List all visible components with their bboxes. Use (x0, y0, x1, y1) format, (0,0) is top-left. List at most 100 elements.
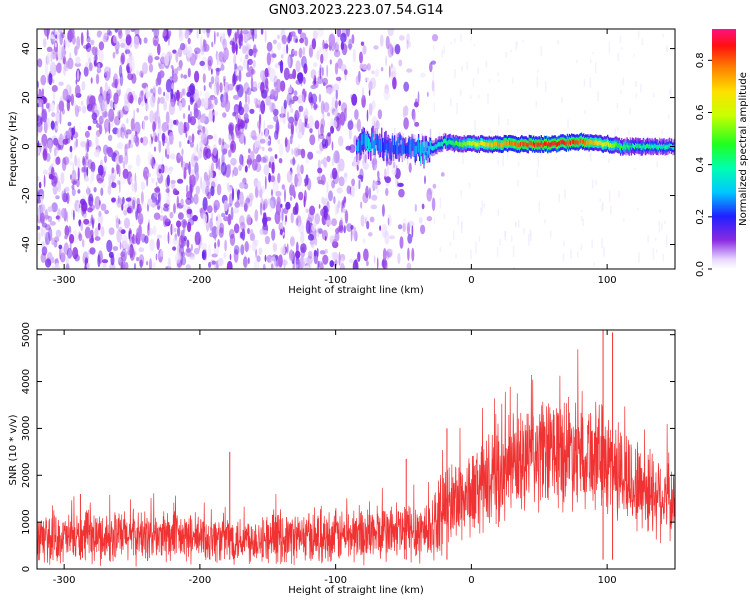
noise-blob (271, 189, 273, 197)
noise-blob (291, 48, 295, 58)
signal-band-cell (559, 141, 561, 146)
noise-blob (285, 201, 291, 210)
y-tick-label: 40 (21, 42, 32, 55)
noise-blob (44, 231, 51, 245)
noise-blob (89, 204, 95, 211)
signal-band-cell (590, 140, 592, 145)
noise-blob (426, 188, 433, 202)
noise-blob (203, 85, 206, 92)
noise-blob (195, 185, 200, 195)
noise-blob (172, 73, 178, 83)
noise-blob (233, 166, 239, 177)
signal-band-cell (609, 143, 611, 148)
signal-band-cell (641, 145, 643, 150)
y-tick-label: 1000 (21, 509, 32, 534)
spectrogram-ylabel: Frequency (Hz) (8, 111, 19, 187)
noise-blob (429, 62, 433, 73)
signal-band-cell (578, 139, 580, 145)
noise-blob (236, 84, 241, 90)
noise-blob (59, 31, 64, 45)
faint-streak (616, 103, 619, 109)
noise-blob (95, 73, 100, 85)
noise-blob (61, 157, 67, 171)
noise-blob (85, 62, 88, 67)
noise-blob (61, 190, 65, 200)
faint-streak (664, 220, 666, 225)
noise-blob (311, 224, 316, 232)
faint-streak (669, 90, 671, 95)
noise-blob (186, 91, 191, 98)
noise-blob (362, 238, 366, 244)
noise-blob (74, 62, 82, 68)
snr-ylabel: SNR (10 * v/v) (8, 414, 19, 485)
noise-blob (138, 247, 145, 253)
noise-blob (430, 60, 436, 65)
noise-blob (252, 44, 257, 58)
signal-band-cell (441, 142, 444, 147)
noise-blob (137, 212, 144, 225)
noise-blob (248, 163, 250, 169)
noise-blob (229, 40, 234, 46)
noise-blob (364, 154, 367, 164)
faint-streak (666, 45, 668, 51)
noise-blob (41, 103, 44, 113)
noise-blob (176, 220, 182, 228)
noise-blob (127, 63, 130, 75)
faint-streak (590, 59, 592, 64)
noise-blob (248, 48, 254, 57)
noise-blob (108, 108, 115, 122)
signal-band-cell (543, 141, 546, 146)
noise-blob (352, 259, 359, 269)
noise-blob (335, 151, 340, 164)
noise-blob (231, 131, 235, 144)
noise-blob (162, 29, 167, 37)
noise-blob (268, 197, 270, 206)
signal-band-cell (596, 140, 598, 145)
faint-streak (477, 94, 480, 99)
faint-streak (522, 40, 525, 43)
faint-streak (507, 119, 509, 125)
signal-band-cell (626, 143, 628, 148)
noise-blob (81, 238, 85, 248)
noise-blob (321, 138, 327, 148)
noise-blob (254, 209, 259, 222)
noise-blob (186, 191, 193, 200)
noise-blob (223, 200, 229, 212)
noise-blob (318, 127, 320, 142)
noise-blob (129, 247, 135, 261)
noise-blob (312, 30, 318, 40)
noise-blob (272, 242, 278, 252)
x-tick-label: -300 (53, 575, 76, 586)
noise-blob (55, 195, 60, 200)
noise-blob (317, 180, 324, 185)
noise-blob (216, 183, 222, 196)
noise-blob (118, 30, 123, 39)
faint-streak (450, 42, 453, 45)
faint-streak (601, 203, 603, 213)
noise-blob (384, 168, 387, 178)
noise-blob (251, 158, 258, 171)
faint-streak (561, 97, 563, 103)
noise-blob (317, 227, 320, 238)
noise-blob (230, 206, 234, 220)
noise-blob (51, 112, 56, 118)
noise-blob (152, 87, 156, 94)
noise-blob (397, 252, 401, 265)
noise-blob (104, 209, 109, 215)
faint-streak (432, 71, 435, 83)
noise-blob (239, 154, 244, 166)
noise-blob (183, 122, 190, 132)
noise-blob (131, 182, 135, 192)
noise-blob (62, 138, 69, 145)
signal-band-cell (466, 140, 469, 146)
noise-blob (210, 185, 215, 197)
signal-band-cell (455, 140, 458, 145)
noise-blob (133, 35, 140, 49)
signal-band-cell (423, 151, 425, 165)
noise-blob (331, 180, 335, 189)
noise-blob (180, 73, 184, 79)
faint-streak (456, 103, 458, 115)
noise-blob (143, 119, 145, 131)
noise-blob (69, 85, 72, 96)
noise-blob (297, 222, 302, 233)
